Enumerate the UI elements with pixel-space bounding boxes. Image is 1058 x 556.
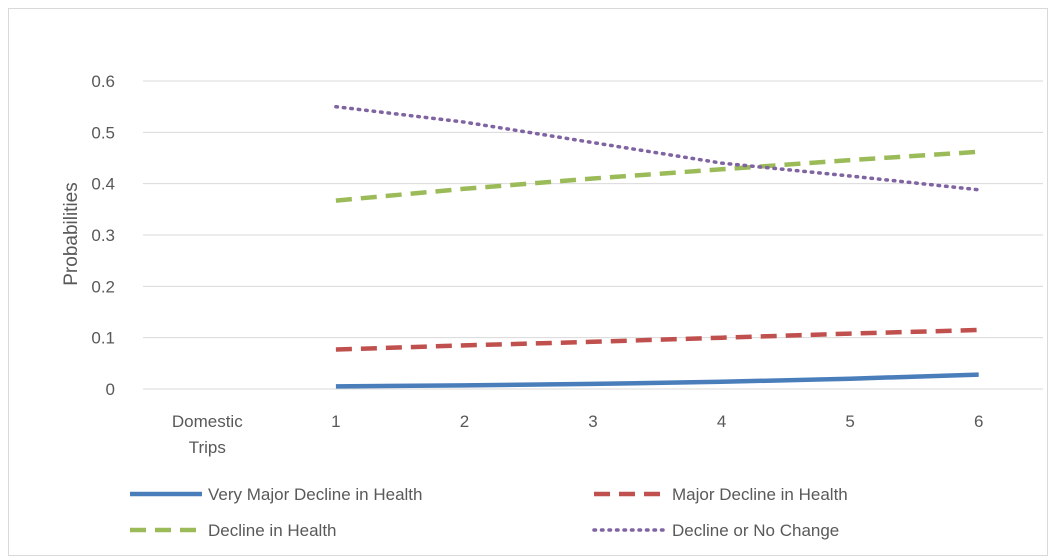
x-tick-labels: Domestic Trips 1 2 3 4 5 6 [172,412,984,457]
y-tick-label: 0.1 [91,329,115,348]
y-tick-labels: 0 0.1 0.2 0.3 0.4 0.5 0.6 [91,72,115,399]
legend-label: Decline or No Change [672,521,839,540]
y-tick-label: 0.5 [91,123,115,142]
legend-label: Decline in Health [208,521,337,540]
x-tick-label: 4 [717,412,726,431]
y-tick-label: 0.3 [91,226,115,245]
series-line-3 [335,149,979,203]
series-lines [334,104,981,389]
y-tick-label: 0.2 [91,277,115,296]
x-tick-label: Domestic Trips [172,412,243,457]
gridlines [143,80,1043,390]
legend-label: Very Major Decline in Health [208,485,422,504]
series-line-4 [334,104,981,192]
series-line-1 [335,372,979,389]
y-axis-title: Probabilities [61,182,82,286]
series-line-2 [335,327,979,352]
chart-frame [8,8,1048,556]
x-tick-label: 6 [974,412,983,431]
y-tick-label: 0.6 [91,72,115,91]
x-tick-label: 2 [460,412,469,431]
legend: Very Major Decline in Health Major Declin… [130,485,848,540]
x-tick-label: 1 [331,412,340,431]
y-tick-label: 0 [106,380,115,399]
legend-label: Major Decline in Health [672,485,848,504]
x-tick-label: 5 [845,412,854,431]
x-tick-label: 3 [588,412,597,431]
y-tick-label: 0.4 [91,175,115,194]
